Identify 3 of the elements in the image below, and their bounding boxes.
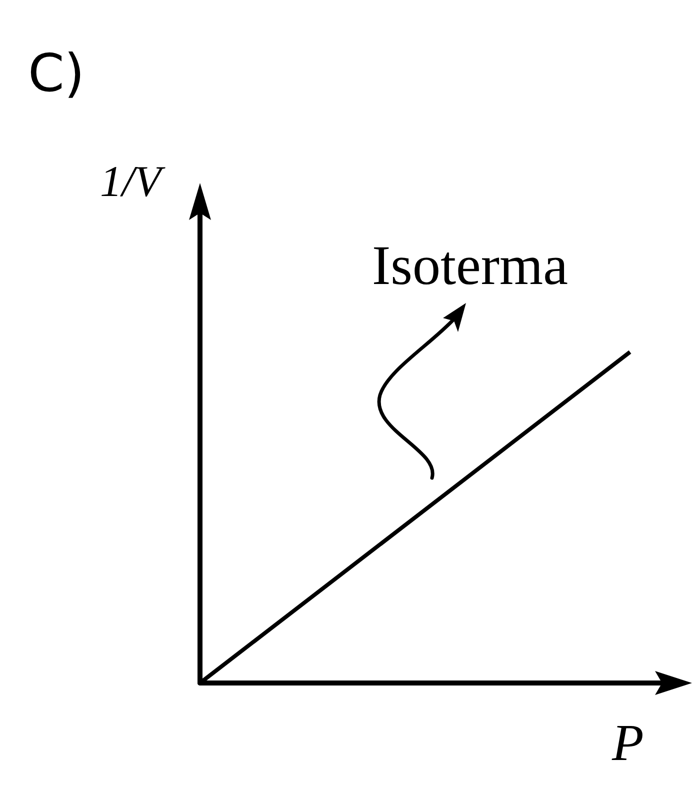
chart-title: C)	[28, 44, 85, 104]
text: Isoterma	[372, 235, 568, 297]
x-axis-title: P	[612, 715, 644, 772]
